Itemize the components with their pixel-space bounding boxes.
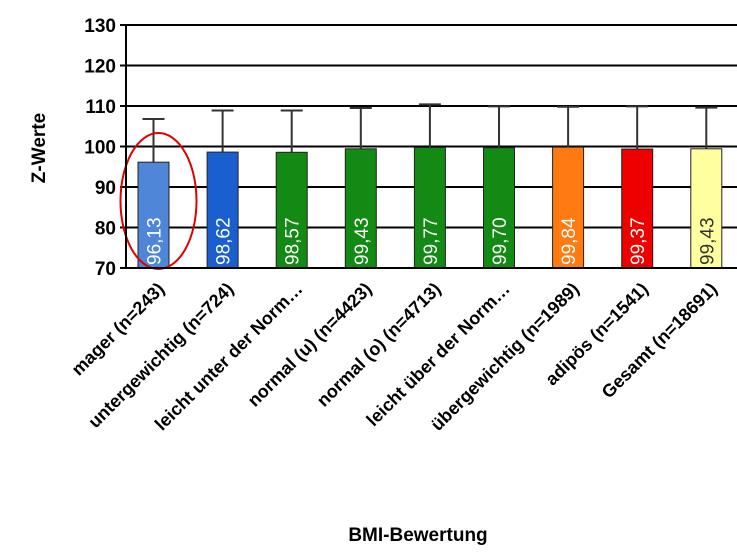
category-label-3: normal (u) (n=4423) [244,279,376,411]
value-label-5: 99,70 [490,217,511,265]
value-label-7: 99,37 [628,217,649,265]
value-label-6: 99,84 [559,217,580,265]
category-label-8: Gesamt (n=18691) [598,279,721,402]
bar-6 [552,146,585,269]
axes [125,25,737,269]
value-label-0: 96,13 [145,217,166,265]
y-tick-label-80: 80 [95,219,116,240]
bar-7 [621,148,654,269]
y-tick-label-120: 120 [84,57,116,78]
y-tick-label-90: 90 [95,178,116,199]
value-label-2: 98,57 [283,217,304,265]
bars [137,146,723,269]
y-axis-ticks: 70 80 90 100 110 120 130 [84,16,126,280]
y-tick-label-100: 100 [84,138,116,159]
y-tick-label-70: 70 [95,259,116,280]
value-label-3: 99,43 [352,217,373,265]
x-axis-tick-labels: mager (n=243)untergewichtig (n=724)leich… [68,279,722,435]
value-labels: 96,13 98,62 98,57 99,43 99,77 99,70 99,84 99,37… [145,217,719,265]
value-label-4: 99,77 [421,217,442,265]
category-label-4: normal (o) (n=4713) [313,279,445,411]
value-label-8: 99,43 [697,217,718,265]
bar-2 [275,151,308,269]
bar-0 [137,161,170,269]
x-axis-label: BMI-Bewertung [348,525,487,546]
error-bars [142,103,718,163]
bar-8 [690,148,723,269]
y-tick-label-130: 130 [84,16,116,37]
bar-4 [413,146,446,269]
value-label-1: 98,62 [214,217,235,265]
y-tick-label-110: 110 [85,97,116,118]
category-label-5: leicht über der Norm… [362,279,513,430]
y-axis-label: Z-Werte [29,113,50,183]
